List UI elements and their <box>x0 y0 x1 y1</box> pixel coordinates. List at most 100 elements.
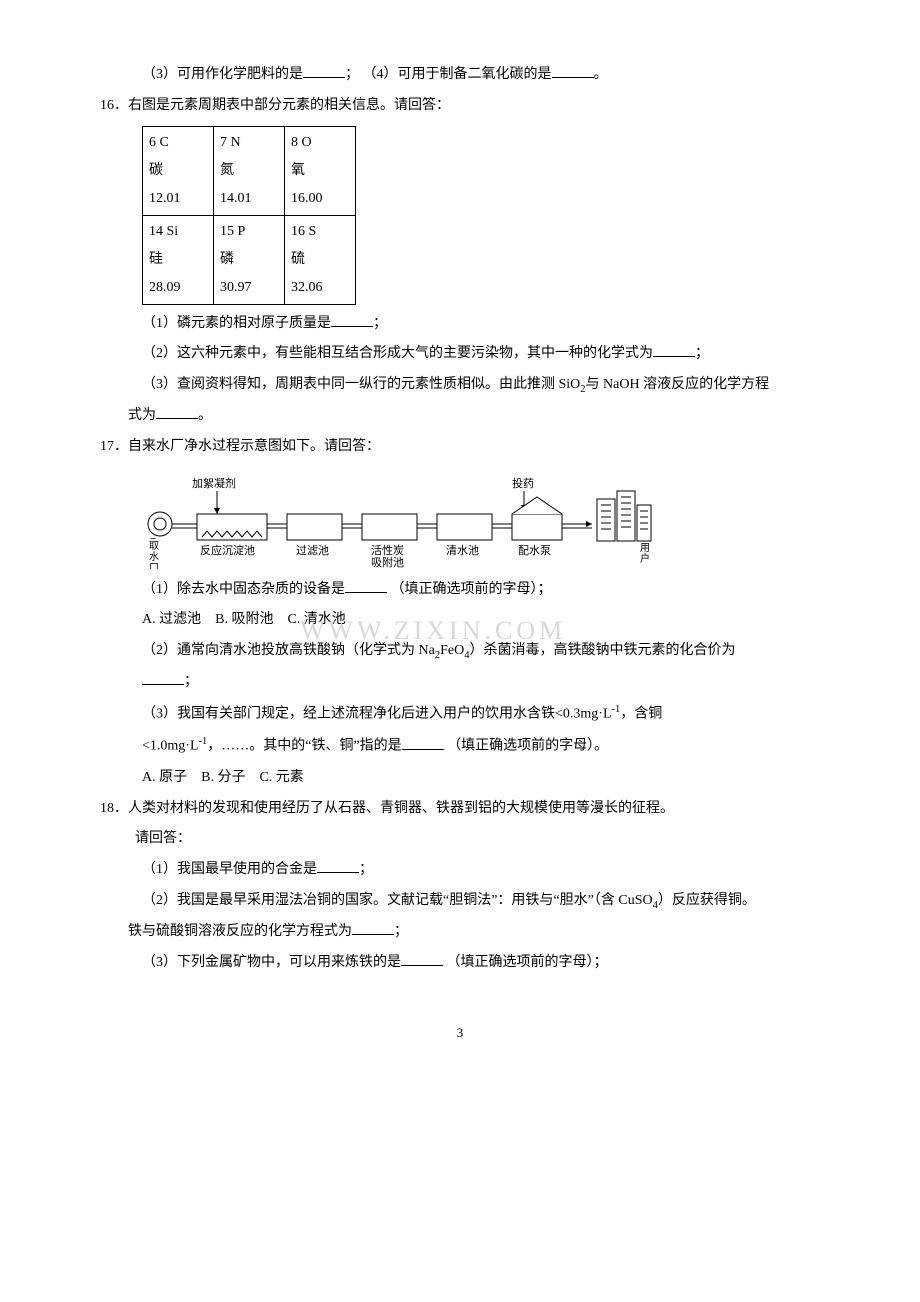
q15-sub4-text: ； （4）可用于制备二氧化碳的是 <box>345 67 552 82</box>
text: （1）除去水中固态杂质的设备是 <box>142 582 345 597</box>
label-pump: 配水泵 <box>518 544 551 557</box>
text: （3）下列金属矿物中，可以用来炼铁的是 <box>142 955 401 970</box>
text: ； <box>373 316 387 331</box>
blank <box>552 63 594 78</box>
svg-text:户: 户 <box>640 552 650 565</box>
opt-b: B. 吸附池 <box>215 612 273 627</box>
q16-title: 右图是元素周期表中部分元素的相关信息。请回答： <box>128 98 450 113</box>
text: ； <box>394 924 408 939</box>
text: （3）我国有关部门规定，经上述流程净化后进入用户的饮用水含铁<0.3mg·L <box>142 707 612 722</box>
periodic-table: 6 C 碳 12.01 7 N 氮 14.01 8 O 氧 16.00 14 S… <box>142 126 356 305</box>
blank <box>142 670 184 685</box>
q18-sub2-line2: 铁与硫酸铜溶液反应的化学方程式为； <box>100 917 820 948</box>
q17-sub3-line2: <1.0mg·L-1，……。其中的“铁、铜”指的是 （填正确选项前的字母）。 <box>100 730 820 762</box>
blank <box>317 858 359 873</box>
blank <box>345 578 387 593</box>
text: ，……。其中的“铁、铜”指的是 <box>207 739 401 754</box>
text: （3）查阅资料得知，周期表中同一纵行的元素性质相似。由此推测 SiO <box>142 377 580 392</box>
q17-sub2-line2: ； <box>100 667 820 698</box>
q15-sub3-4: （3）可用作化学肥料的是； （4）可用于制备二氧化碳的是。 <box>100 60 820 91</box>
superscript: -1 <box>612 704 621 715</box>
q17-opts1: A. 过滤池 B. 吸附池 C. 清水池 <box>100 605 820 636</box>
page-number: 3 <box>100 1019 820 1048</box>
label-dose: 投药 <box>512 476 534 490</box>
pt-mid: 硅 <box>149 246 207 274</box>
svg-text:口: 口 <box>149 563 159 569</box>
q17-sub2-line1: （2）通常向清水池投放高铁酸钠（化学式为 Na2FeO4）杀菌消毒，高铁酸钠中铁… <box>100 636 820 667</box>
pt-bot: 12.01 <box>149 185 207 213</box>
pt-cell-C: 6 C 碳 12.01 <box>143 127 213 215</box>
text: <1.0mg·L <box>142 739 199 754</box>
text: 与 NaOH 溶液反应的化学方程 <box>586 377 770 392</box>
text: ； <box>359 862 373 877</box>
pt-cell-P: 15 P 磷 30.97 <box>214 216 284 304</box>
text: （填正确选项前的字母）； <box>447 955 608 970</box>
pt-mid: 磷 <box>220 246 278 274</box>
text: 。 <box>198 408 212 423</box>
text: 请回答： <box>135 831 191 846</box>
opt-c: C. 清水池 <box>287 612 345 627</box>
svg-text:水: 水 <box>149 551 159 563</box>
q18-number: 18． <box>100 801 128 816</box>
q18-title-b: 请回答： <box>100 824 820 855</box>
pt-bot: 32.06 <box>291 274 349 302</box>
opt-c: C. 元素 <box>259 770 303 785</box>
label-coagulant: 加絮凝剂 <box>192 476 236 490</box>
text: ； <box>184 674 198 689</box>
text: （2）这六种元素中，有些能相互结合形成大气的主要污染物，其中一种的化学式为 <box>142 346 653 361</box>
q17-title: 自来水厂净水过程示意图如下。请回答： <box>128 439 380 454</box>
user-buildings-icon <box>597 491 651 541</box>
pt-top: 16 S <box>291 218 349 246</box>
blank <box>402 735 444 750</box>
text: FeO <box>440 643 464 658</box>
label-carbon1: 活性炭 <box>371 543 404 557</box>
label-filter: 过滤池 <box>296 544 329 557</box>
pt-bot: 14.01 <box>220 185 278 213</box>
q16-sub1: （1）磷元素的相对原子质量是； <box>100 309 820 340</box>
label-carbon2: 吸附池 <box>371 555 404 569</box>
opt-b: B. 分子 <box>201 770 245 785</box>
pt-cell-S: 16 S 硫 32.06 <box>285 216 355 304</box>
q16-title-line: 16．右图是元素周期表中部分元素的相关信息。请回答： <box>100 91 820 122</box>
pt-top: 7 N <box>220 129 278 157</box>
q18-sub1: （1）我国最早使用的合金是 ； <box>100 855 820 886</box>
pt-cell-Si: 14 Si 硅 28.09 <box>143 216 213 304</box>
text: （1）我国最早使用的合金是 <box>142 862 317 877</box>
q16-sub2: （2）这六种元素中，有些能相互结合形成大气的主要污染物，其中一种的化学式为 ； <box>100 339 820 370</box>
opt-a: A. 过滤池 <box>142 612 201 627</box>
label-sediment: 反应沉淀池 <box>200 543 255 557</box>
q15-end: 。 <box>594 67 608 82</box>
opt-a: A. 原子 <box>142 770 187 785</box>
pt-bot: 30.97 <box>220 274 278 302</box>
blank <box>401 951 443 966</box>
pt-bot: 16.00 <box>291 185 349 213</box>
pt-cell-O: 8 O 氧 16.00 <box>285 127 355 215</box>
text: ）反应获得铜。 <box>658 893 756 908</box>
text: ）杀菌消毒，高铁酸钠中铁元素的化合价为 <box>469 643 735 658</box>
pt-mid: 氮 <box>220 157 278 185</box>
pt-top: 6 C <box>149 129 207 157</box>
label-clear: 清水池 <box>446 544 479 557</box>
pt-top: 15 P <box>220 218 278 246</box>
q16-sub3-line2: 式为 。 <box>100 401 820 432</box>
pt-top: 14 Si <box>149 218 207 246</box>
text: （填正确选项前的字母）； <box>391 582 552 597</box>
blank <box>653 342 695 357</box>
text: （填正确选项前的字母）。 <box>447 739 608 754</box>
text: ，含铜 <box>620 707 662 722</box>
blank <box>331 312 373 327</box>
blank <box>352 920 394 935</box>
pt-cell-N: 7 N 氮 14.01 <box>214 127 284 215</box>
pt-mid: 氧 <box>291 157 349 185</box>
water-process-diagram: 取 水 取 水 取水 取 水 口 加絮凝剂 <box>142 469 662 569</box>
q18-sub3: （3）下列金属矿物中，可以用来炼铁的是 （填正确选项前的字母）； <box>100 948 820 979</box>
text: 式为 <box>128 408 156 423</box>
blank <box>156 404 198 419</box>
q16-number: 16． <box>100 98 128 113</box>
pt-top: 8 O <box>291 129 349 157</box>
q18-title-a: 人类对材料的发现和使用经历了从石器、青铜器、铁器到铝的大规模使用等漫长的征程。 <box>128 801 674 816</box>
q17-sub1: （1）除去水中固态杂质的设备是 （填正确选项前的字母）； <box>100 575 820 606</box>
text: ； <box>695 346 709 361</box>
text: （2）通常向清水池投放高铁酸钠（化学式为 Na <box>142 643 435 658</box>
q16-sub3-line1: （3）查阅资料得知，周期表中同一纵行的元素性质相似。由此推测 SiO2与 NaO… <box>100 370 820 401</box>
